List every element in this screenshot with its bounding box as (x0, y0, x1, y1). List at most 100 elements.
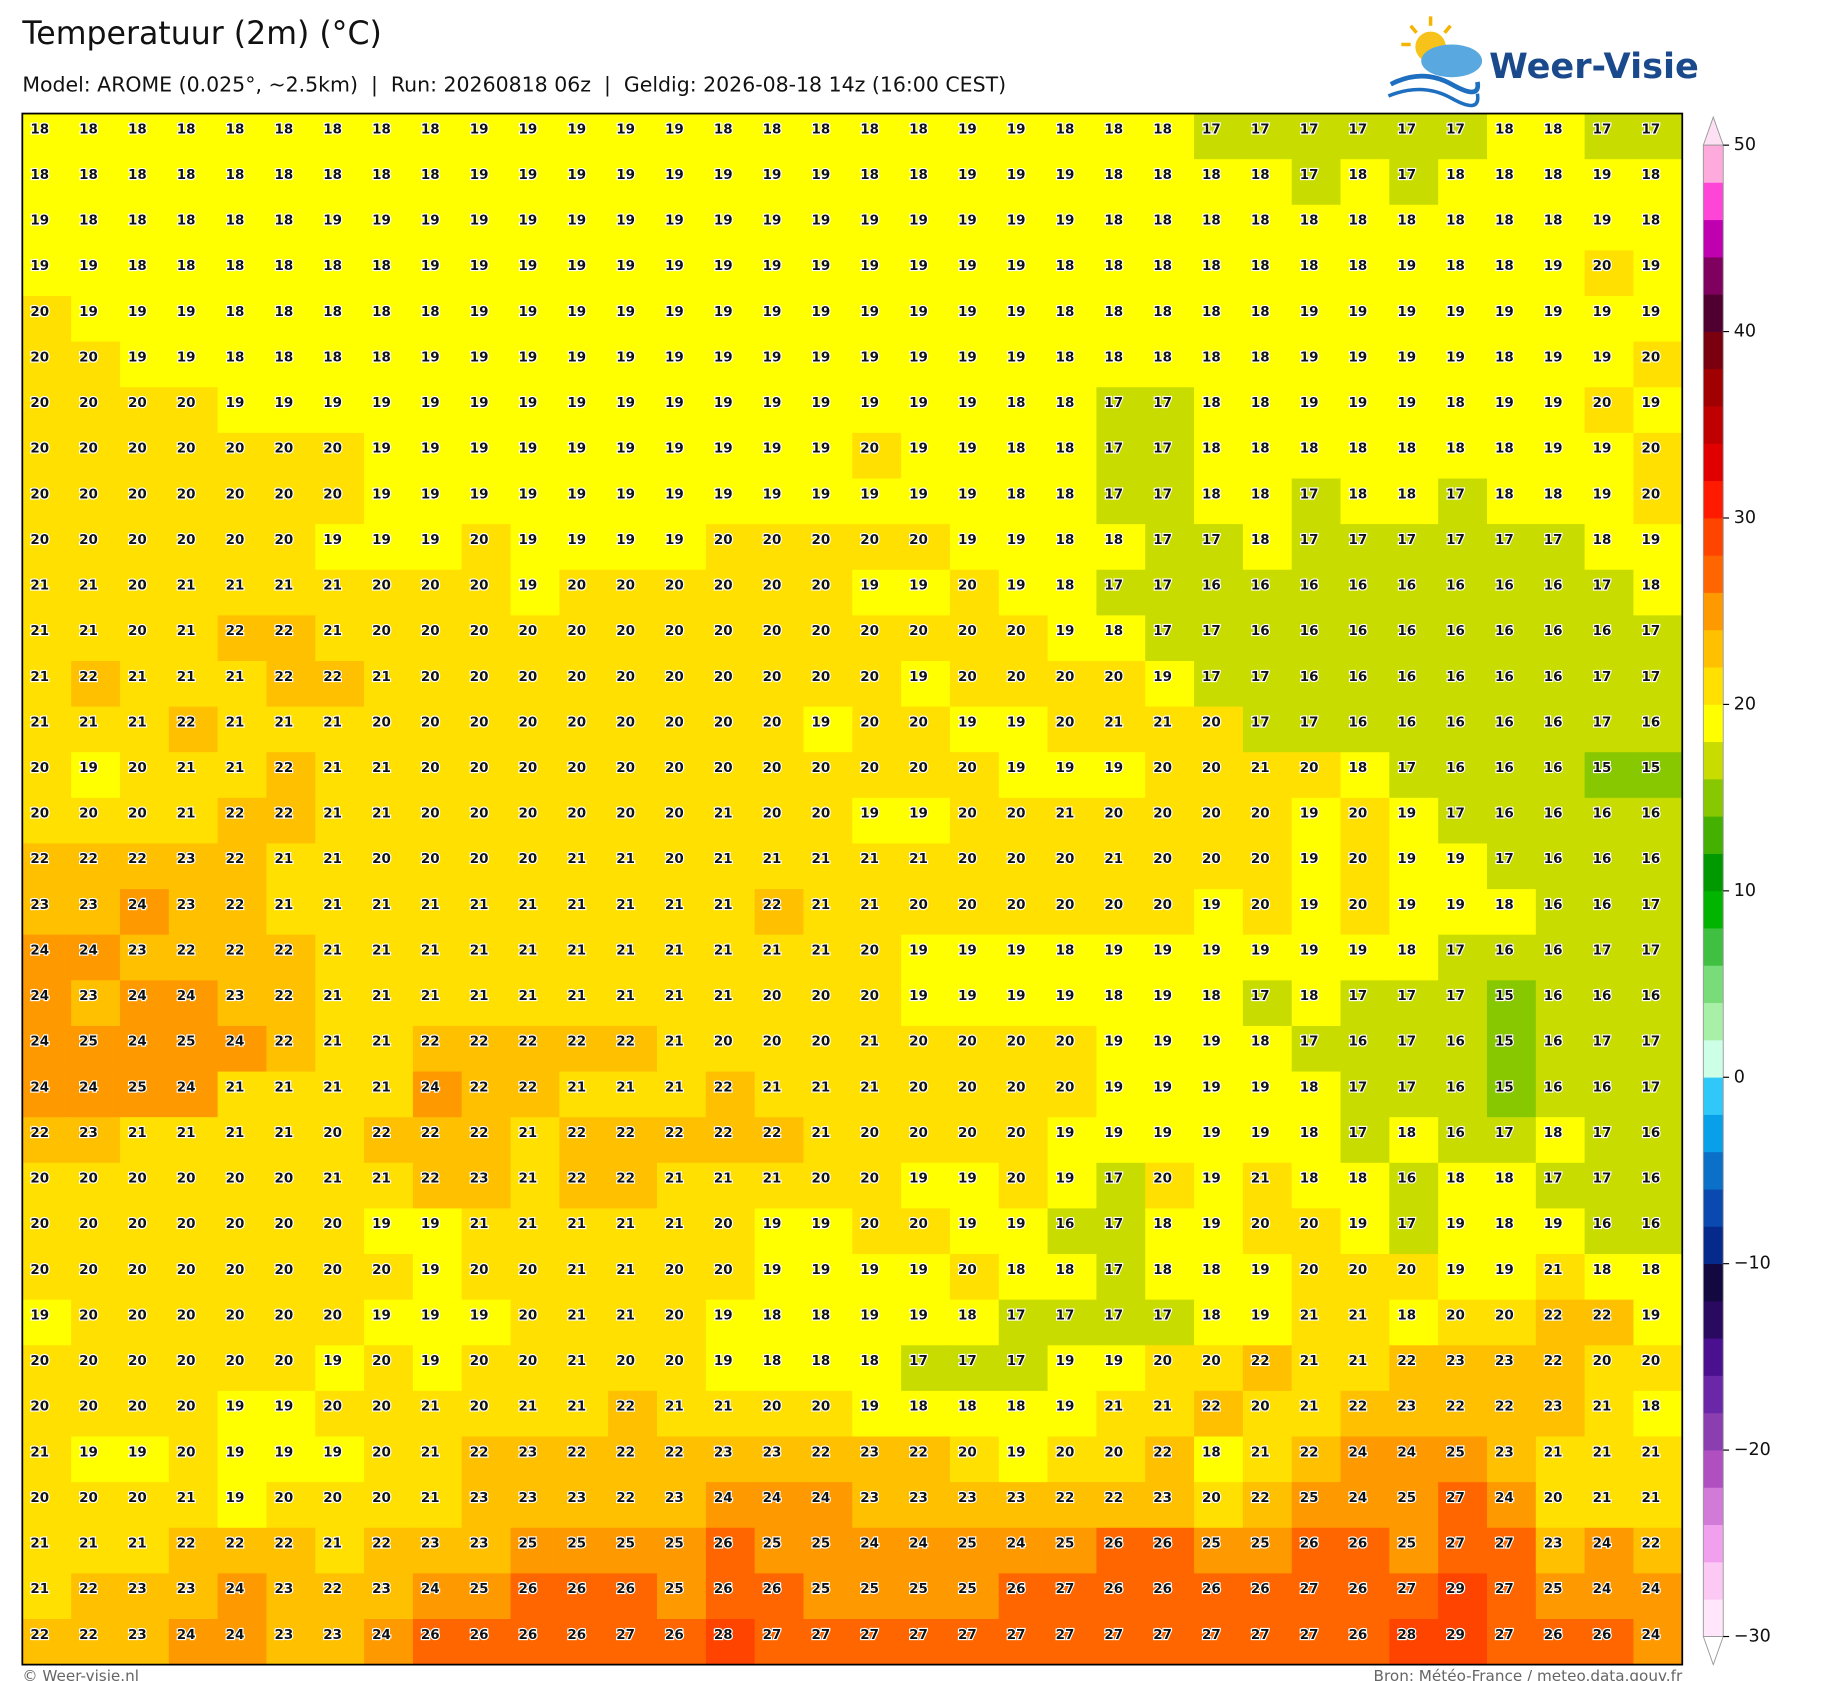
cell (1438, 615, 1488, 662)
cell (1291, 432, 1342, 480)
cell-value: 27 (958, 1628, 977, 1643)
cell (22, 159, 72, 206)
cell-value: 20 (763, 715, 782, 730)
cell-value: 23 (958, 1491, 977, 1506)
cell-value: 18 (1495, 1172, 1514, 1187)
cell-value: 21 (860, 1080, 879, 1095)
cell-value: 21 (79, 624, 98, 639)
cell-value: 22 (177, 943, 196, 958)
cell (608, 250, 658, 297)
cell (998, 524, 1049, 571)
cell (608, 296, 658, 343)
cell (803, 478, 853, 525)
cell (71, 341, 121, 388)
cell (510, 250, 560, 297)
cell (510, 660, 560, 708)
cell-value: 27 (1446, 1537, 1465, 1552)
colorbar-segment (1703, 1561, 1724, 1600)
cell-value: 20 (616, 761, 635, 776)
cell (1047, 250, 1097, 297)
cell (412, 204, 463, 251)
cell-value: 24 (1593, 1537, 1612, 1552)
cell-value: 26 (714, 1537, 733, 1552)
cell (168, 341, 219, 388)
cell-value: 22 (1397, 1354, 1416, 1369)
cell (803, 706, 853, 753)
cell-value: 25 (1202, 1537, 1221, 1552)
cell (1584, 615, 1635, 662)
colorbar-segment (1703, 1002, 1724, 1041)
cell-value: 20 (1300, 761, 1319, 776)
cell-value: 19 (79, 305, 98, 320)
cell (1438, 387, 1488, 434)
cell (1242, 615, 1293, 662)
cell (1340, 615, 1390, 662)
cell (705, 478, 756, 525)
cell-value: 19 (763, 214, 782, 229)
cell-value: 27 (1153, 1628, 1172, 1643)
cell-value: 18 (1104, 305, 1123, 320)
cell (71, 296, 121, 343)
cell-value: 19 (665, 442, 684, 457)
cell-value: 23 (567, 1491, 586, 1506)
cell-value: 18 (1153, 122, 1172, 137)
cell-value: 17 (1397, 533, 1416, 548)
colorbar-segment (1703, 778, 1724, 817)
cell (217, 569, 268, 616)
cell-value: 21 (567, 989, 586, 1004)
cell (657, 478, 707, 525)
cell-value: 21 (372, 1080, 391, 1095)
cell (1194, 524, 1244, 571)
cell-value: 19 (665, 396, 684, 411)
cell-value: 20 (421, 807, 440, 822)
cell-value: 23 (79, 1126, 98, 1141)
cell-value: 21 (763, 1172, 782, 1187)
cell (119, 159, 170, 206)
cell-value: 20 (567, 624, 586, 639)
cell (998, 478, 1049, 525)
cell-value: 21 (1593, 1445, 1612, 1460)
cell (1291, 524, 1342, 571)
cell-value: 20 (958, 1126, 977, 1141)
cell (1096, 113, 1146, 160)
cell (559, 478, 609, 525)
cell-value: 21 (421, 989, 440, 1004)
cell-value: 21 (226, 1126, 245, 1141)
cell (1584, 660, 1635, 708)
cell-value: 20 (372, 1354, 391, 1369)
cell-value: 18 (79, 214, 98, 229)
cell-value: 19 (616, 214, 635, 229)
cell (1096, 660, 1146, 708)
cell-value: 15 (1495, 1035, 1514, 1050)
cell-value: 19 (567, 487, 586, 502)
cell (217, 524, 268, 571)
cell (71, 204, 121, 251)
cell-value: 16 (1544, 579, 1563, 594)
chart-title: Temperatuur (2m) (°C) (21, 16, 382, 52)
cell-value: 19 (519, 259, 538, 274)
cell-value: 21 (616, 1080, 635, 1095)
cell (803, 113, 853, 160)
cell-value: 21 (323, 1080, 342, 1095)
cell-value: 23 (1007, 1491, 1026, 1506)
cell-value: 21 (1544, 1445, 1563, 1460)
cell-value: 20 (616, 1354, 635, 1369)
cell-value: 21 (1349, 1354, 1368, 1369)
cell-value: 18 (909, 1400, 928, 1415)
cell-value: 17 (1104, 1308, 1123, 1323)
cell-value: 16 (1641, 989, 1660, 1004)
cell (217, 752, 268, 799)
cell-value: 26 (470, 1628, 489, 1643)
cell (1486, 113, 1537, 160)
cell (1242, 341, 1293, 388)
cell (266, 432, 316, 480)
cell-value: 27 (1446, 1491, 1465, 1506)
colorbar-segment (1703, 1114, 1724, 1153)
cell-value: 20 (128, 533, 147, 548)
cell (705, 432, 756, 480)
cell-value: 20 (177, 1263, 196, 1278)
cell-value: 22 (470, 1126, 489, 1141)
cell (1438, 524, 1488, 571)
cell-value: 16 (1397, 624, 1416, 639)
cell (510, 204, 560, 251)
